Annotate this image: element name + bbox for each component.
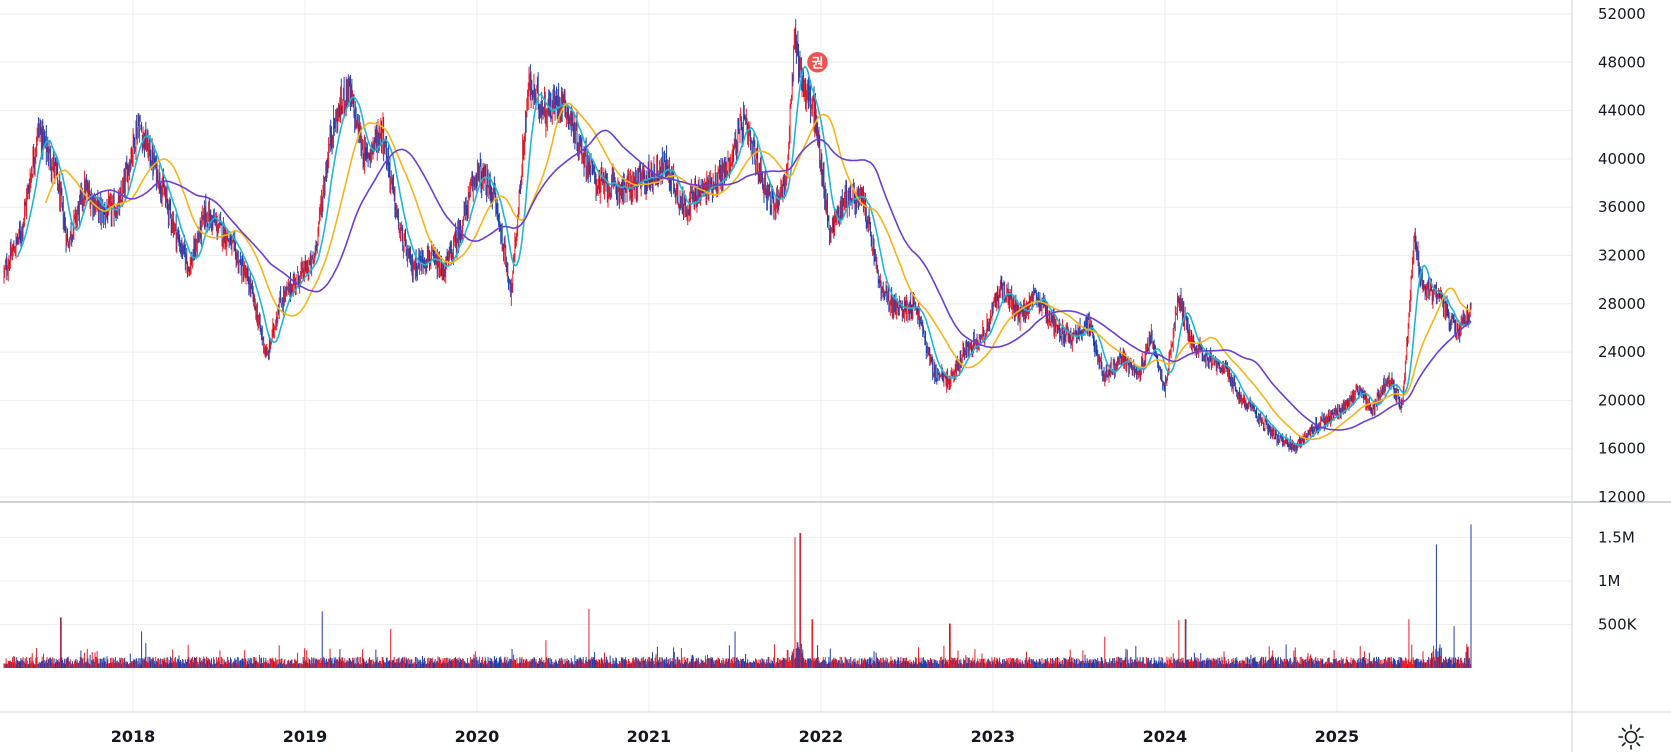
volume-bars [3,524,1472,668]
ma-mid-line [44,102,1472,441]
time-tick-label: 2020 [455,727,500,746]
volume-tick-label: 1.5M [1598,528,1635,546]
time-tick-label: 2024 [1143,727,1188,746]
ma-long-line [87,129,1472,431]
price-tick-label: 28000 [1598,295,1646,313]
price-candles [3,19,1472,455]
price-tick-label: 40000 [1598,150,1646,168]
price-tick-label: 52000 [1598,5,1646,23]
ma-short-line [16,65,1472,446]
axes: 12000 16000 20000 24000 28000 32000 36000 40000… [111,5,1646,746]
price-tick-label: 12000 [1598,488,1646,506]
volume-tick-label: 1M [1598,572,1621,590]
sun-gear-icon [1618,724,1644,750]
event-markers[interactable]: 권 [805,50,830,75]
event-marker-badge [805,50,830,75]
price-tick-label: 16000 [1598,440,1646,458]
price-tick-label: 24000 [1598,343,1646,361]
time-tick-label: 2019 [283,727,328,746]
price-tick-label: 20000 [1598,391,1646,409]
time-tick-label: 2022 [799,727,844,746]
price-tick-label: 48000 [1598,53,1646,71]
price-tick-label: 32000 [1598,247,1646,265]
price-tick-label: 44000 [1598,102,1646,120]
time-tick-label: 2018 [111,727,156,746]
event-marker-label: 권 [811,56,823,71]
time-tick-label: 2025 [1315,727,1360,746]
moving-averages [16,65,1472,446]
event-marker[interactable]: 권 [805,50,830,75]
time-tick-label: 2021 [627,727,672,746]
volume-tick-label: 500K [1598,615,1638,633]
price-tick-label: 36000 [1598,198,1646,216]
time-tick-label: 2023 [971,727,1016,746]
chart-settings-button[interactable] [1616,722,1646,752]
